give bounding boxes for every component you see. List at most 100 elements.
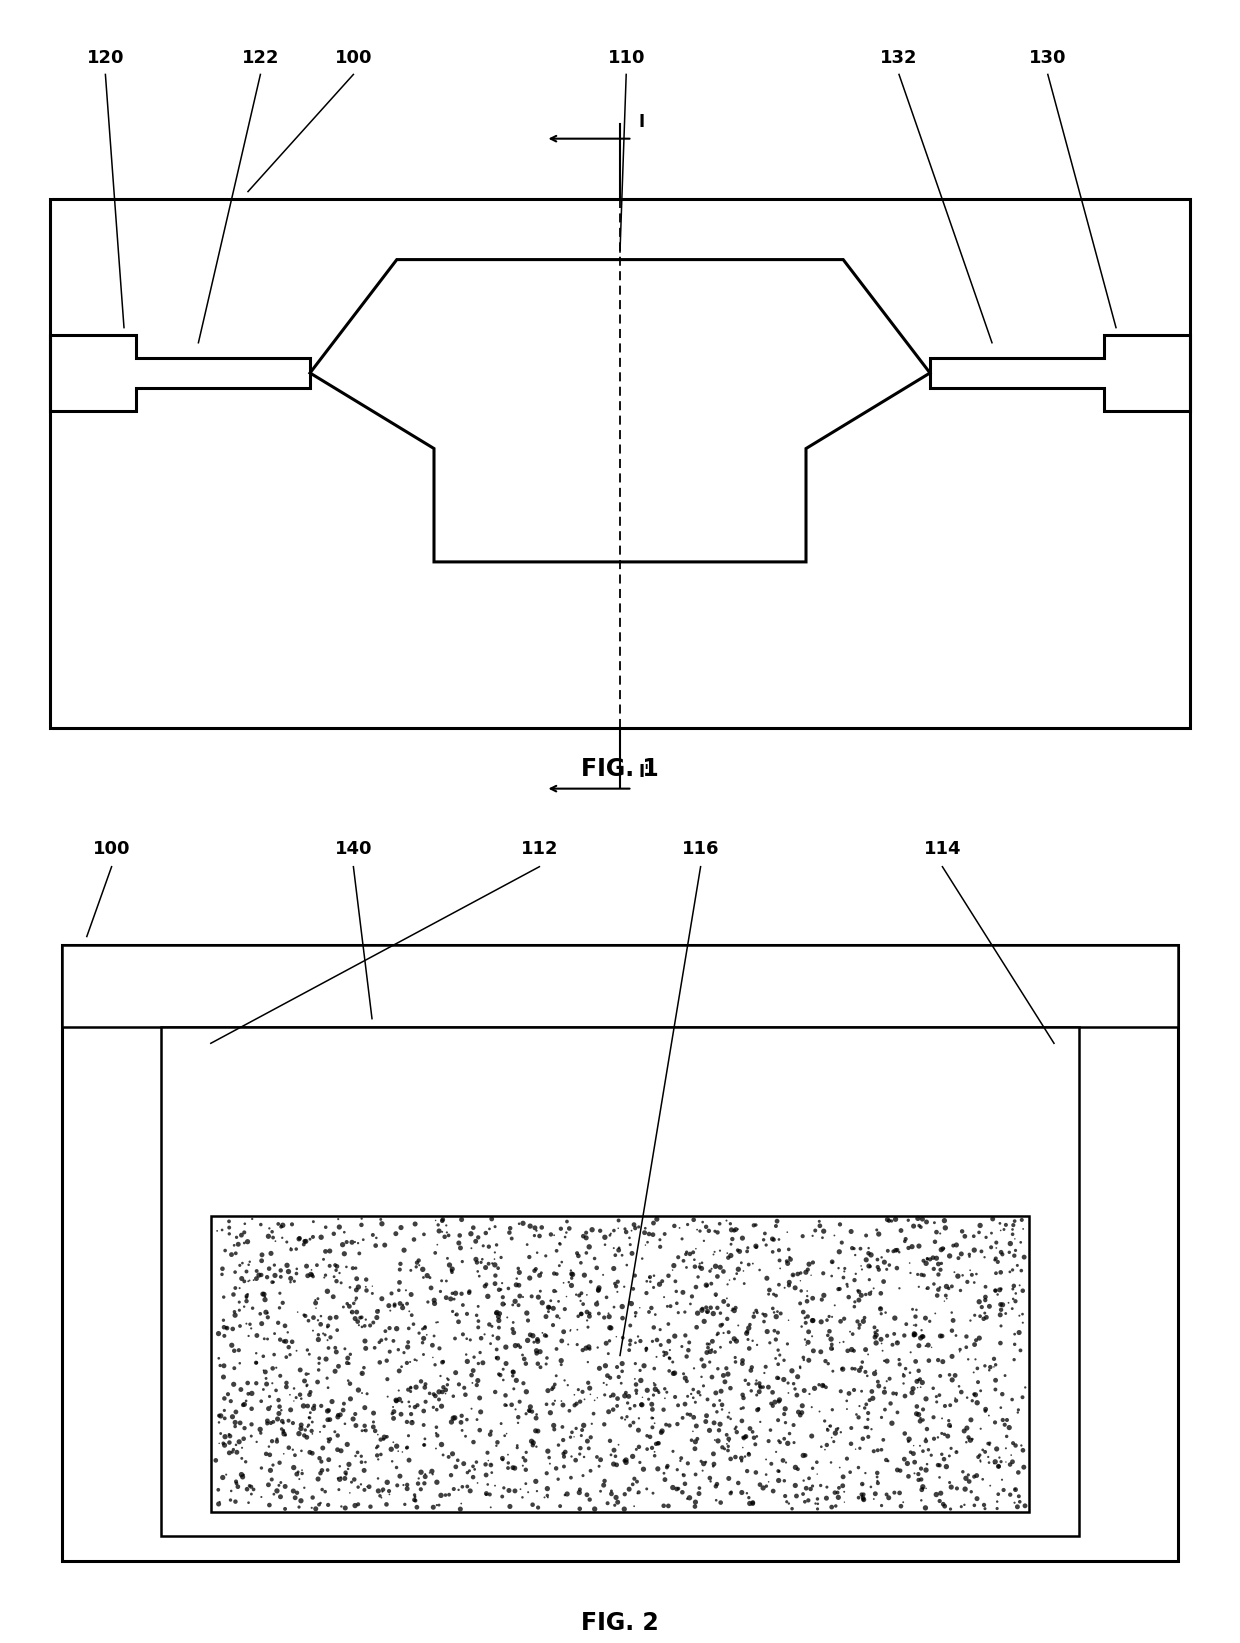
Point bbox=[252, 1484, 272, 1510]
Point bbox=[637, 1436, 657, 1462]
Point bbox=[777, 1331, 797, 1357]
Point bbox=[637, 1268, 657, 1295]
Point bbox=[822, 1263, 842, 1290]
Point bbox=[869, 1374, 889, 1400]
Point bbox=[255, 1300, 275, 1326]
Point bbox=[368, 1477, 388, 1503]
Point bbox=[913, 1397, 932, 1423]
Point bbox=[800, 1380, 820, 1406]
Point bbox=[768, 1298, 787, 1324]
Point bbox=[645, 1355, 665, 1382]
Point bbox=[368, 1433, 388, 1459]
Point bbox=[996, 1300, 1016, 1326]
Point bbox=[893, 1360, 913, 1387]
Point bbox=[784, 1370, 804, 1397]
Point bbox=[523, 1429, 543, 1456]
Point bbox=[797, 1283, 817, 1309]
Point bbox=[517, 1232, 537, 1259]
Point bbox=[817, 1474, 837, 1500]
Point bbox=[419, 1459, 439, 1485]
Point bbox=[810, 1213, 830, 1239]
Point bbox=[831, 1420, 851, 1446]
Point bbox=[252, 1456, 272, 1482]
Point bbox=[288, 1480, 308, 1507]
Point bbox=[405, 1484, 425, 1510]
Point bbox=[513, 1452, 533, 1479]
Point bbox=[554, 1319, 574, 1346]
Point bbox=[446, 1301, 466, 1328]
Point bbox=[223, 1436, 243, 1462]
Point bbox=[469, 1308, 489, 1334]
Point bbox=[776, 1249, 796, 1275]
Point bbox=[914, 1247, 934, 1273]
Point bbox=[734, 1270, 754, 1296]
Point bbox=[707, 1398, 727, 1424]
Point bbox=[492, 1285, 512, 1311]
Point bbox=[744, 1303, 764, 1329]
Point bbox=[310, 1420, 330, 1446]
Point bbox=[955, 1222, 975, 1249]
Point bbox=[427, 1469, 446, 1495]
Point bbox=[217, 1314, 237, 1341]
Point bbox=[818, 1351, 838, 1377]
Point bbox=[739, 1314, 759, 1341]
Point bbox=[532, 1290, 552, 1316]
Point bbox=[450, 1222, 470, 1249]
Point bbox=[270, 1469, 290, 1495]
Point bbox=[422, 1457, 441, 1484]
Point bbox=[879, 1208, 899, 1234]
Point bbox=[704, 1239, 724, 1265]
Point bbox=[290, 1357, 310, 1383]
Point bbox=[295, 1227, 315, 1254]
Point bbox=[267, 1477, 286, 1503]
Point bbox=[636, 1336, 656, 1362]
Point bbox=[423, 1461, 443, 1487]
Point bbox=[489, 1360, 508, 1387]
Point bbox=[516, 1457, 536, 1484]
Point bbox=[967, 1485, 987, 1512]
Point bbox=[384, 1293, 404, 1319]
Point bbox=[662, 1257, 682, 1283]
Point bbox=[444, 1286, 464, 1313]
Point bbox=[853, 1426, 873, 1452]
Point bbox=[816, 1485, 836, 1512]
Point bbox=[279, 1334, 299, 1360]
Point bbox=[379, 1293, 399, 1319]
Point bbox=[718, 1306, 738, 1332]
Point bbox=[314, 1413, 334, 1439]
Point bbox=[348, 1313, 368, 1339]
Point bbox=[258, 1300, 278, 1326]
Point bbox=[229, 1337, 249, 1364]
Point bbox=[1006, 1475, 1025, 1502]
Point bbox=[1002, 1387, 1022, 1413]
Point bbox=[951, 1277, 971, 1303]
Point bbox=[346, 1443, 366, 1469]
Point bbox=[637, 1229, 657, 1255]
Point bbox=[470, 1416, 490, 1443]
Point bbox=[932, 1405, 952, 1431]
Point bbox=[693, 1451, 713, 1477]
Point bbox=[608, 1385, 627, 1411]
Point bbox=[929, 1250, 949, 1277]
Point bbox=[649, 1380, 668, 1406]
Point bbox=[580, 1382, 600, 1408]
Point bbox=[454, 1451, 474, 1477]
Point bbox=[906, 1400, 926, 1426]
Point bbox=[536, 1242, 556, 1268]
Point bbox=[906, 1369, 926, 1395]
Point bbox=[983, 1206, 1003, 1232]
Point bbox=[346, 1277, 366, 1303]
Point bbox=[295, 1303, 315, 1329]
Point bbox=[472, 1245, 492, 1272]
Point bbox=[461, 1362, 481, 1388]
Point bbox=[791, 1278, 811, 1305]
Point bbox=[760, 1329, 780, 1355]
Point bbox=[899, 1426, 919, 1452]
Point bbox=[738, 1239, 758, 1265]
Point bbox=[957, 1415, 977, 1441]
Point bbox=[560, 1257, 580, 1283]
Point bbox=[743, 1490, 763, 1516]
Point bbox=[639, 1300, 658, 1326]
Point bbox=[820, 1318, 839, 1344]
Point bbox=[393, 1291, 413, 1318]
